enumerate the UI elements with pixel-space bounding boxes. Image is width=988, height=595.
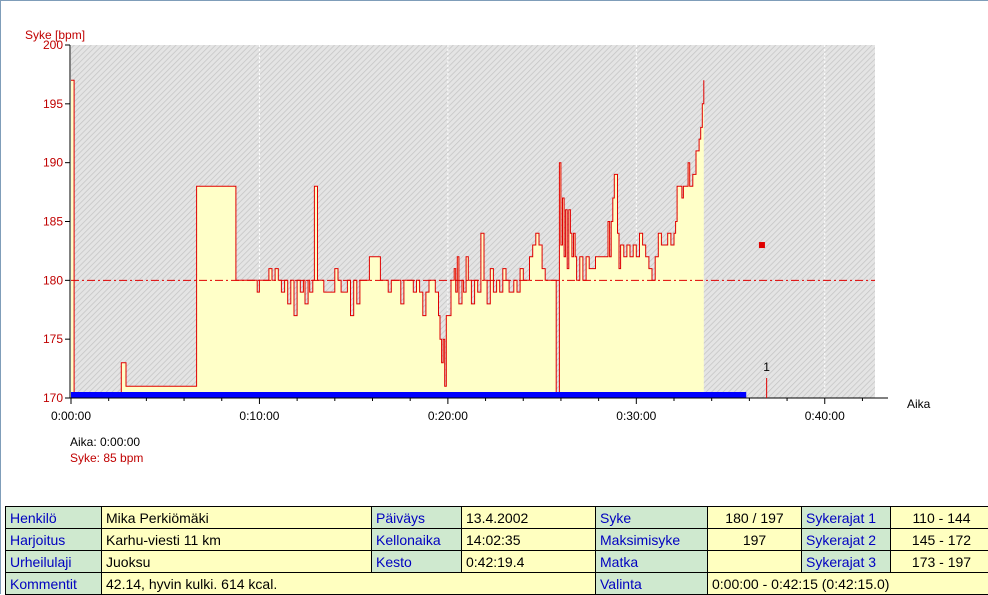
x-tick-label: 0:10:00 — [239, 409, 279, 423]
valinta-label: Valinta — [596, 573, 708, 595]
x-tick-label: 0:20:00 — [428, 409, 468, 423]
urheilulaji-label: Urheilulaji — [6, 551, 102, 573]
y-tick-label: 200 — [43, 38, 63, 52]
y-tick-label: 185 — [43, 215, 63, 229]
kommentit-value[interactable]: 42.14, hyvin kulki. 614 kcal. — [102, 573, 596, 595]
paivays-value[interactable]: 13.4.2002 — [462, 507, 596, 529]
y-tick-label: 170 — [43, 391, 63, 405]
maksimisyke-value[interactable]: 197 — [708, 529, 802, 551]
selection-bar[interactable] — [71, 392, 746, 398]
harjoitus-value[interactable]: Karhu-viesti 11 km — [102, 529, 372, 551]
matka-value[interactable] — [708, 551, 802, 573]
y-tick-label: 190 — [43, 156, 63, 170]
table-row: Harjoitus Karhu-viesti 11 km Kellonaika … — [6, 529, 988, 551]
table-row: Henkilö Mika Perkiömäki Päiväys 13.4.200… — [6, 507, 988, 529]
sykerajat3-value[interactable]: 173 - 197 — [891, 551, 988, 573]
table-row: Kommentit 42.14, hyvin kulki. 614 kcal. … — [6, 573, 988, 595]
valinta-value[interactable]: 0:00:00 - 0:42:15 (0:42:15.0) — [708, 573, 988, 595]
urheilulaji-value[interactable]: Juoksu — [102, 551, 372, 573]
x-tick-label: 0:40:00 — [805, 409, 845, 423]
kellonaika-label: Kellonaika — [372, 529, 462, 551]
henkilo-label: Henkilö — [6, 507, 102, 529]
y-tick-label: 175 — [43, 332, 63, 346]
sykerajat2-label: Sykerajat 2 — [802, 529, 891, 551]
x-axis-label: Aika — [907, 397, 931, 411]
x-tick-label: 0:30:00 — [616, 409, 656, 423]
sykerajat3-label: Sykerajat 3 — [802, 551, 891, 573]
cursor-heart-rate: Syke: 85 bpm — [70, 450, 143, 466]
kesto-value[interactable]: 0:42:19.4 — [462, 551, 596, 573]
y-tick-label: 195 — [43, 97, 63, 111]
cursor-readout: Aika: 0:00:00 Syke: 85 bpm — [70, 434, 143, 466]
maksimisyke-label: Maksimisyke — [596, 529, 708, 551]
harjoitus-label: Harjoitus — [6, 529, 102, 551]
sykerajat1-value[interactable]: 110 - 144 — [891, 507, 988, 529]
sykerajat2-value[interactable]: 145 - 172 — [891, 529, 988, 551]
syke-value[interactable]: 180 / 197 — [708, 507, 802, 529]
cursor-time: Aika: 0:00:00 — [70, 434, 143, 450]
exercise-info-table: Henkilö Mika Perkiömäki Päiväys 13.4.200… — [5, 506, 988, 595]
kommentit-label: Kommentit — [6, 573, 102, 595]
matka-label: Matka — [596, 551, 708, 573]
x-ticks: 0:00:00 0:10:00 0:20:00 0:30:00 0:40:00 — [51, 398, 862, 423]
y-ticks: 170 175 180 185 190 195 200 — [43, 38, 70, 405]
x-tick-label: 0:00:00 — [51, 409, 91, 423]
table-row: Urheilulaji Juoksu Kesto 0:42:19.4 Matka… — [6, 551, 988, 573]
cursor-point[interactable] — [759, 242, 765, 248]
syke-label: Syke — [596, 507, 708, 529]
kesto-label: Kesto — [372, 551, 462, 573]
lap-marker-label: 1 — [763, 360, 770, 374]
y-tick-label: 180 — [43, 273, 63, 287]
henkilo-value[interactable]: Mika Perkiömäki — [102, 507, 372, 529]
kellonaika-value[interactable]: 14:02:35 — [462, 529, 596, 551]
paivays-label: Päiväys — [372, 507, 462, 529]
sykerajat1-label: Sykerajat 1 — [802, 507, 891, 529]
